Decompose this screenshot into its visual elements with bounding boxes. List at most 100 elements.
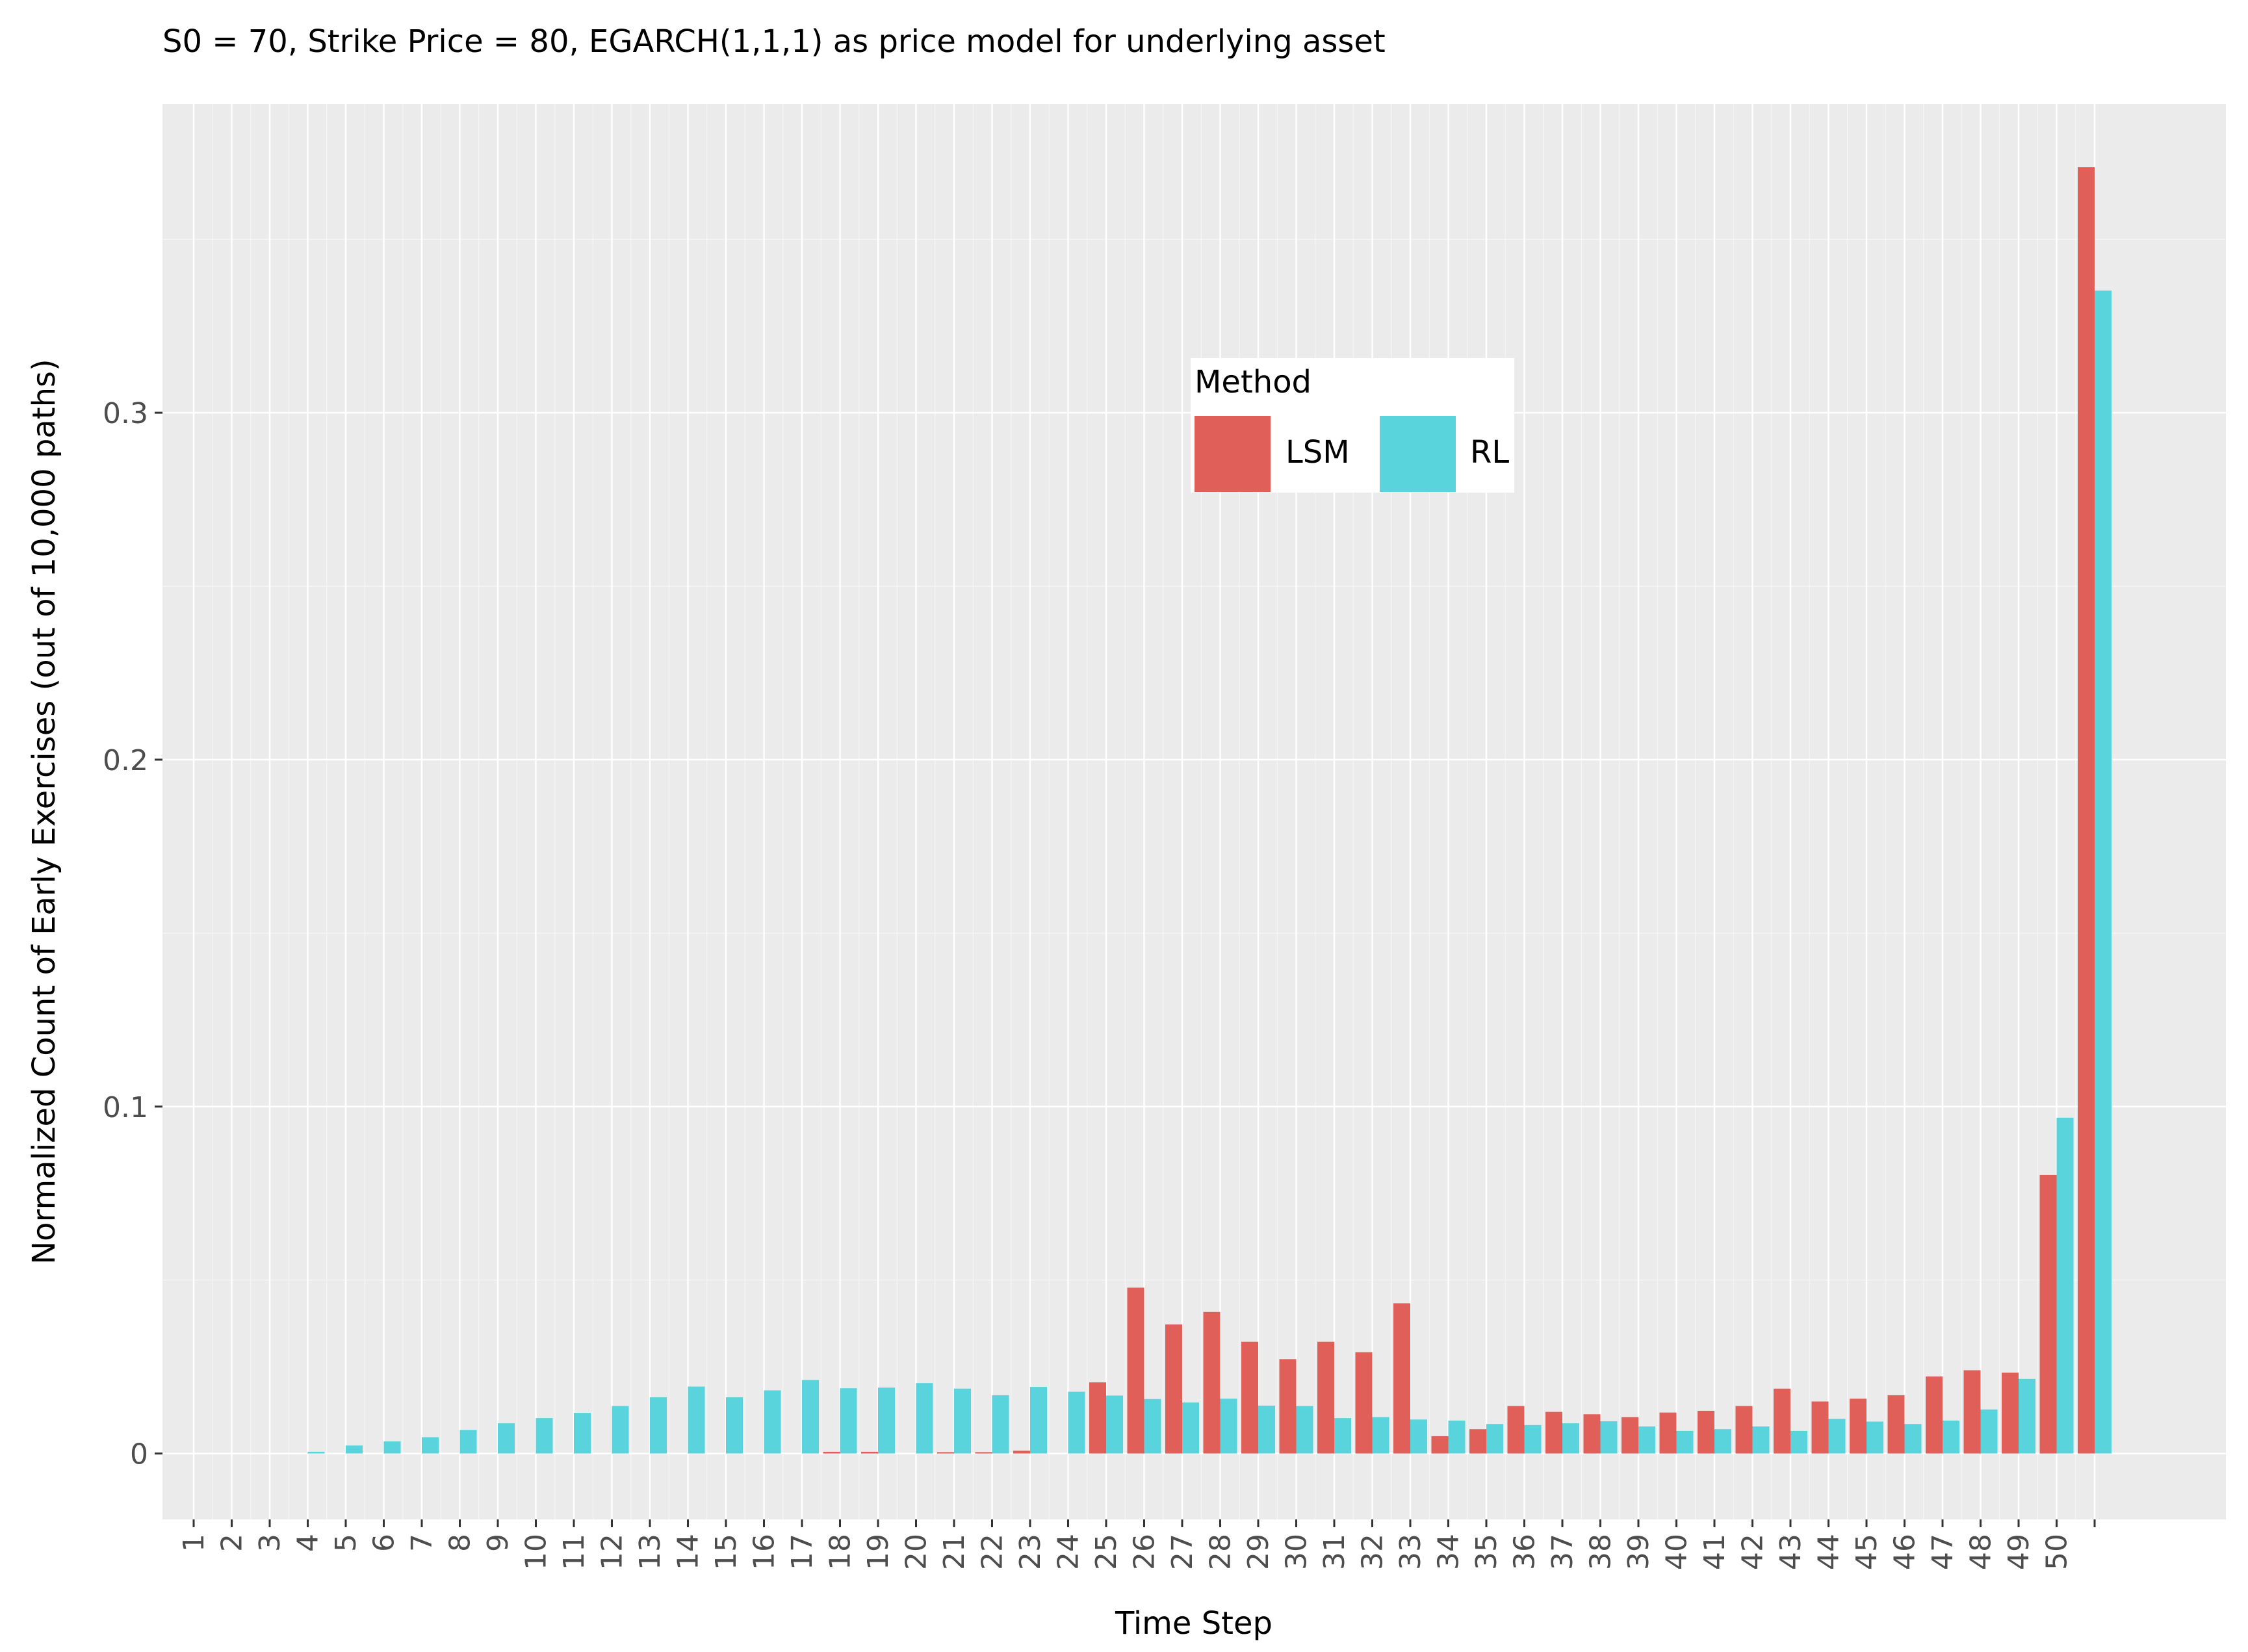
- bar-rl: [422, 1437, 439, 1454]
- bar-rl: [1752, 1426, 1770, 1454]
- bar-lsm: [2039, 1174, 2057, 1454]
- bar-lsm: [2002, 1373, 2019, 1454]
- bar-rl: [1980, 1409, 1998, 1454]
- bar-rl: [726, 1397, 743, 1454]
- bar-rl: [1448, 1420, 1466, 1454]
- x-tick-label: 47: [1926, 1534, 1959, 1570]
- x-tick-label: 32: [1356, 1534, 1389, 1570]
- bar-rl: [1030, 1387, 1047, 1454]
- bar-lsm: [1698, 1410, 1714, 1454]
- bar-lsm: [1963, 1370, 1981, 1454]
- x-tick-label: 19: [862, 1534, 895, 1570]
- x-tick-label: 3: [253, 1534, 287, 1552]
- x-tick-label: 1: [177, 1534, 211, 1552]
- x-tick-label: 17: [786, 1534, 819, 1570]
- legend-label-lsm: LSM: [1285, 434, 1350, 471]
- x-axis: 1 2 3 4 5 6 7 8 9 10 11 12 13 14 15 16 17 18 19 20 21 22 23 24 2…: [177, 1519, 2096, 1570]
- x-tick-label: 27: [1166, 1534, 1199, 1570]
- bar-lsm: [1507, 1406, 1525, 1454]
- bar-lsm: [1013, 1451, 1030, 1454]
- bar-lsm: [975, 1452, 992, 1454]
- bar-rl: [1182, 1402, 1199, 1454]
- bar-rl: [1562, 1423, 1579, 1454]
- bar-rl: [1068, 1391, 1085, 1454]
- x-tick-label: 40: [1660, 1534, 1694, 1570]
- bar-lsm: [1431, 1436, 1449, 1454]
- bar-lsm: [823, 1451, 840, 1454]
- bar-lsm: [1621, 1417, 1638, 1454]
- bar-rl: [992, 1395, 1009, 1454]
- x-tick-label: 42: [1737, 1534, 1770, 1570]
- x-tick-label: 36: [1508, 1534, 1542, 1570]
- bar-rl: [383, 1441, 401, 1454]
- x-tick-label: 6: [368, 1534, 401, 1552]
- x-tick-label: 41: [1698, 1534, 1731, 1570]
- x-tick-label: 14: [672, 1534, 705, 1570]
- bar-rl: [574, 1413, 591, 1454]
- bar-lsm: [1469, 1429, 1486, 1454]
- bar-rl: [1524, 1425, 1542, 1454]
- x-tick-label: 11: [558, 1534, 591, 1570]
- bar-lsm: [1165, 1324, 1182, 1454]
- bar-lsm: [1241, 1341, 1258, 1454]
- bar-rl: [1220, 1399, 1237, 1454]
- bar-lsm: [1545, 1412, 1562, 1454]
- x-tick-label: 26: [1128, 1534, 1161, 1570]
- bar-rl: [612, 1406, 629, 1454]
- bar-rl: [1714, 1429, 1731, 1454]
- bar-rl: [1258, 1405, 1275, 1454]
- bar-lsm: [1203, 1311, 1221, 1454]
- x-tick-label: 18: [824, 1534, 857, 1570]
- x-tick-label: 33: [1394, 1534, 1427, 1570]
- x-tick-label: 25: [1090, 1534, 1123, 1570]
- plot-panel: [162, 104, 2226, 1519]
- x-tick-label: 37: [1546, 1534, 1579, 1570]
- x-tick-label: 30: [1280, 1534, 1313, 1570]
- x-tick-label: 13: [634, 1534, 667, 1570]
- bar-rl: [840, 1388, 857, 1454]
- bar-rl: [1334, 1418, 1351, 1454]
- x-tick-label: 21: [938, 1534, 971, 1570]
- minor-gridlines: [162, 104, 2226, 1519]
- bar-lsm: [1850, 1399, 1867, 1454]
- bar-lsm: [1735, 1406, 1753, 1454]
- x-tick-label: 20: [900, 1534, 933, 1570]
- bar-rl: [536, 1418, 553, 1454]
- legend: Method LSM RL: [1191, 358, 1514, 493]
- x-tick-label: 46: [1889, 1534, 1922, 1570]
- bar-rl: [1144, 1399, 1161, 1454]
- x-tick-label: 10: [520, 1534, 553, 1570]
- bar-rl: [2019, 1378, 2035, 1454]
- bar-rl: [802, 1380, 819, 1454]
- bar-rl: [1867, 1421, 1883, 1454]
- bar-rl: [764, 1390, 781, 1454]
- y-tick-label: 0.2: [103, 744, 148, 777]
- x-tick-label: 39: [1622, 1534, 1655, 1570]
- x-tick-label: 23: [1014, 1534, 1047, 1570]
- bar-lsm: [1127, 1287, 1144, 1454]
- x-tick-label: 22: [976, 1534, 1009, 1570]
- bar-lsm: [1583, 1414, 1601, 1454]
- bar-lsm: [2078, 167, 2095, 1454]
- major-gridlines: [162, 104, 2226, 1519]
- y-axis-label: Normalized Count of Early Exercises (out…: [26, 359, 62, 1264]
- x-tick-label: 31: [1318, 1534, 1351, 1570]
- x-tick-label: 29: [1242, 1534, 1275, 1570]
- bar-lsm: [1393, 1303, 1410, 1454]
- bar-rl: [954, 1388, 971, 1454]
- bar-rl: [1676, 1430, 1694, 1454]
- bar-rl: [1828, 1419, 1846, 1454]
- bar-lsm: [937, 1452, 954, 1454]
- x-tick-label: 45: [1850, 1534, 1883, 1570]
- y-axis: 0 0.1 0.2 0.3: [103, 397, 162, 1471]
- bar-rl: [2095, 290, 2112, 1454]
- bar-lsm: [1774, 1388, 1790, 1454]
- bar-lsm: [1926, 1376, 1943, 1454]
- bar-rl: [1410, 1419, 1427, 1454]
- bar-rl: [1296, 1406, 1313, 1454]
- bar-lsm: [861, 1451, 878, 1454]
- x-tick-label: 35: [1470, 1534, 1503, 1570]
- x-tick-label: 24: [1052, 1534, 1085, 1570]
- bar-rl: [916, 1383, 933, 1454]
- x-tick-label: 12: [596, 1534, 629, 1570]
